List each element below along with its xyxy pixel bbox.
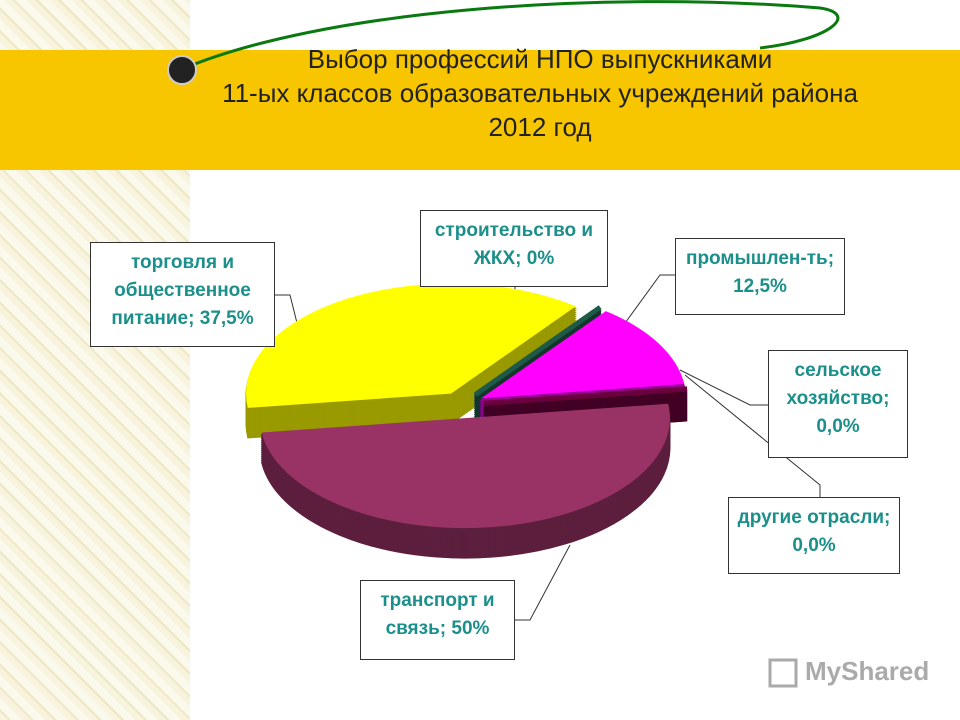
- title: Выбор профессий НПО выпускниками 11-ых кл…: [190, 42, 890, 144]
- value-label: 37,5%: [199, 308, 254, 329]
- slice: [481, 311, 685, 399]
- category-label: другие отрасли;: [737, 507, 891, 528]
- slice: [261, 403, 670, 529]
- title-line: 11-ых классов образовательных учреждений…: [222, 78, 858, 108]
- category-label: строительство и ЖКХ;: [434, 220, 594, 269]
- decor-dot: [167, 55, 197, 85]
- value-label: 0%: [526, 248, 555, 269]
- value-label: 0,0%: [816, 416, 860, 437]
- data-label: торговля и общественное питание; 37,5%: [90, 242, 275, 347]
- value-label: 12,5%: [733, 276, 787, 297]
- value-label: 0,0%: [792, 535, 836, 556]
- category-label: торговля и общественное питание;: [111, 252, 251, 329]
- category-label: промышлен-ть;: [685, 248, 835, 269]
- watermark: MyShared: [805, 656, 930, 686]
- category-label: транспорт и связь;: [380, 590, 495, 639]
- data-label: другие отрасли; 0,0%: [728, 497, 900, 574]
- data-label: сельское хозяйство; 0,0%: [768, 350, 908, 458]
- category-label: сельское хозяйство;: [786, 360, 890, 409]
- header-band: [0, 50, 960, 170]
- decor-curve: [179, 0, 840, 72]
- data-label: транспорт и связь; 50%: [360, 580, 515, 660]
- value-label: 50%: [451, 618, 490, 639]
- watermark-icon: [768, 658, 798, 688]
- data-label: строительство и ЖКХ; 0%: [420, 210, 608, 287]
- title-line: 2012 год: [488, 112, 592, 142]
- data-label: промышлен-ть; 12,5%: [675, 238, 845, 315]
- title-line: Выбор профессий НПО выпускниками: [307, 44, 773, 74]
- slice: [246, 283, 576, 408]
